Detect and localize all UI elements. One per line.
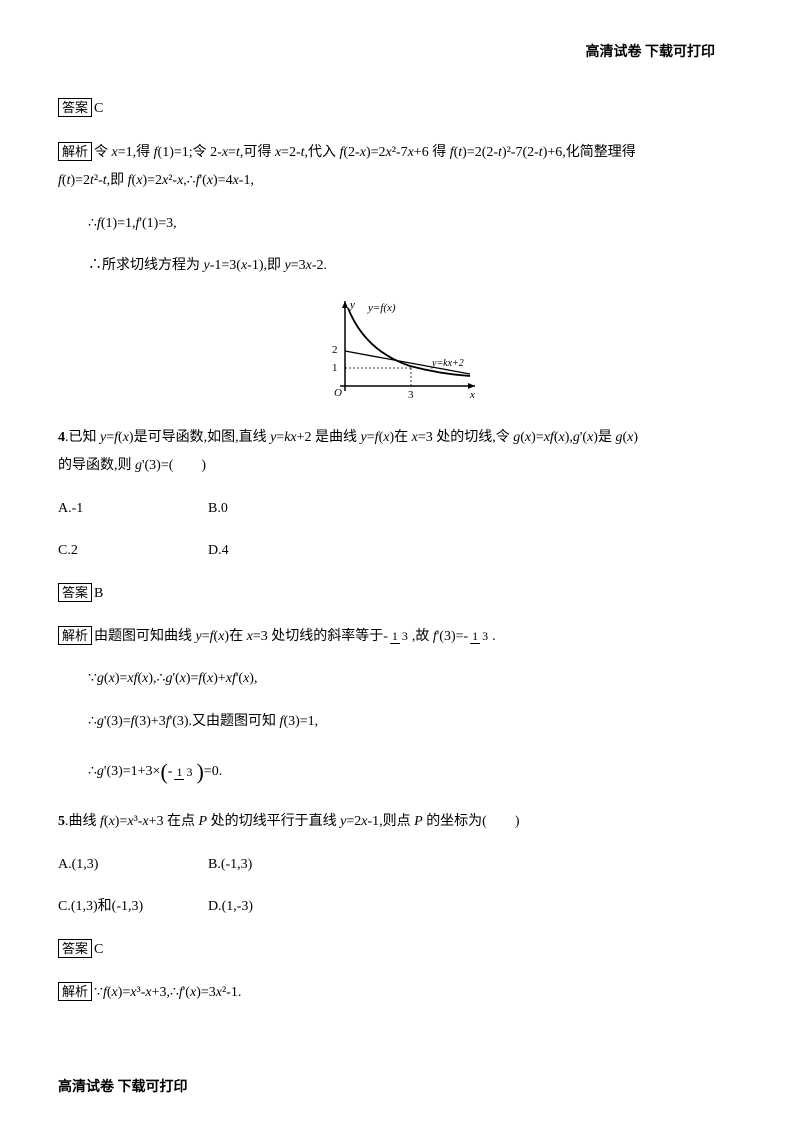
q5-number: 5 bbox=[58, 814, 65, 829]
q5-option-a: A.(1,3) bbox=[58, 852, 208, 879]
document-body: 答案C 解析令 x=1,得 f(1)=1;令 2-x=t,可得 x=2-t,代入… bbox=[58, 96, 742, 1006]
analysis-label: 解析 bbox=[58, 626, 92, 645]
svg-text:x: x bbox=[469, 389, 475, 401]
svg-text:2: 2 bbox=[332, 344, 338, 356]
q5-options-row2: C.(1,3)和(-1,3) D.(1,-3) bbox=[58, 894, 742, 921]
analysis-4: 解析由题图可知曲线 y=f(x)在 x=3 处切线的斜率等于-13,故 f'(3… bbox=[58, 624, 742, 651]
q4-options-row2: C.2 D.4 bbox=[58, 538, 742, 565]
q5-option-c: C.(1,3)和(-1,3) bbox=[58, 894, 208, 921]
answer-value: C bbox=[94, 942, 103, 957]
q5-option-d: D.(1,-3) bbox=[208, 894, 358, 921]
analysis-4-line4: ∴g'(3)=1+3×(-13)=0. bbox=[88, 751, 742, 793]
analysis-label: 解析 bbox=[58, 982, 92, 1001]
svg-text:O: O bbox=[334, 387, 342, 399]
answer-5: 答案C bbox=[58, 937, 742, 964]
answer-label: 答案 bbox=[58, 98, 92, 117]
analysis-3: 解析令 x=1,得 f(1)=1;令 2-x=t,可得 x=2-t,代入 f(2… bbox=[58, 139, 742, 195]
answer-label: 答案 bbox=[58, 583, 92, 602]
page-footer: 高清试卷 下载可打印 bbox=[58, 1075, 188, 1102]
analysis-4-line2: ∵g(x)=xf(x),∴g'(x)=f(x)+xf'(x), bbox=[88, 666, 742, 693]
svg-text:y=kx+2: y=kx+2 bbox=[431, 358, 464, 369]
q5-options-row1: A.(1,3) B.(-1,3) bbox=[58, 852, 742, 879]
q4-option-b: B.0 bbox=[208, 496, 358, 523]
question-5: 5.曲线 f(x)=x³-x+3 在点 P 处的切线平行于直线 y=2x-1,则… bbox=[58, 809, 742, 836]
analysis-text-2: f(t)=2t²-t,即 f(x)=2x²-x,∴f'(x)=4x-1, bbox=[58, 173, 254, 188]
q5-option-b: B.(-1,3) bbox=[208, 852, 358, 879]
analysis-label: 解析 bbox=[58, 142, 92, 161]
analysis-3-line4: ∴所求切线方程为 y-1=3(x-1),即 y=3x-2. bbox=[88, 253, 742, 280]
analysis-5: 解析∵f(x)=x³-x+3,∴f'(x)=3x²-1. bbox=[58, 980, 742, 1007]
q4-option-a: A.-1 bbox=[58, 496, 208, 523]
page-header: 高清试卷 下载可打印 bbox=[586, 40, 716, 67]
answer-label: 答案 bbox=[58, 939, 92, 958]
answer-4: 答案B bbox=[58, 581, 742, 608]
q4-number: 4 bbox=[58, 430, 65, 445]
q4-options-row1: A.-1 B.0 bbox=[58, 496, 742, 523]
q4-option-c: C.2 bbox=[58, 538, 208, 565]
answer-value: B bbox=[94, 586, 103, 601]
svg-text:y=f(x): y=f(x) bbox=[367, 302, 396, 314]
analysis-text: 令 x=1,得 f(1)=1;令 2-x=t,可得 x=2-t,代入 f(2-x… bbox=[94, 145, 636, 160]
analysis-4-line3: ∴g'(3)=f(3)+3f'(3).又由题图可知 f(3)=1, bbox=[88, 709, 742, 736]
answer-3: 答案C bbox=[58, 96, 742, 123]
svg-text:3: 3 bbox=[408, 389, 414, 401]
answer-value: C bbox=[94, 101, 103, 116]
analysis-3-line3: ∴f(1)=1,f'(1)=3, bbox=[88, 211, 742, 238]
question-4: 4.已知 y=f(x)是可导函数,如图,直线 y=kx+2 是曲线 y=f(x)… bbox=[58, 424, 742, 480]
graph-figure: 2 1 3 O x y y=f(x) y=kx+2 bbox=[58, 296, 742, 406]
svg-text:y: y bbox=[349, 299, 355, 311]
svg-text:1: 1 bbox=[332, 362, 338, 374]
q4-option-d: D.4 bbox=[208, 538, 358, 565]
